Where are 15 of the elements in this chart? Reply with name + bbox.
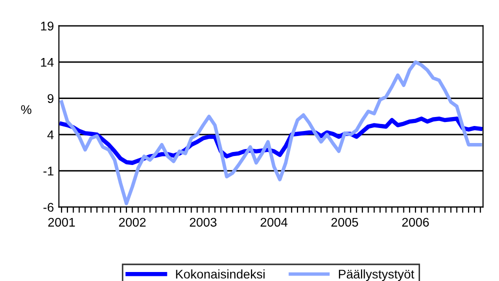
- y-tick-label: 14: [41, 58, 54, 67]
- x-tick-label: 2002: [119, 218, 146, 227]
- x-tick-label: 2004: [260, 218, 288, 227]
- y-tick-label: 4: [47, 130, 54, 140]
- x-tick-label: 2003: [190, 218, 216, 227]
- x-tick-label: 2006: [402, 218, 429, 227]
- legend-label: Kokonaisindeksi: [176, 269, 265, 279]
- x-tick-label: 2001: [48, 218, 75, 227]
- y-tick-label: -1: [43, 166, 54, 176]
- x-tick-label: 2005: [331, 218, 358, 227]
- y-tick-label: 19: [41, 22, 54, 31]
- legend-label: Päällystystyöt: [338, 269, 414, 281]
- y-tick-label: -6: [43, 202, 54, 212]
- y-axis-title: %: [21, 105, 32, 114]
- y-tick-label: 9: [48, 94, 54, 103]
